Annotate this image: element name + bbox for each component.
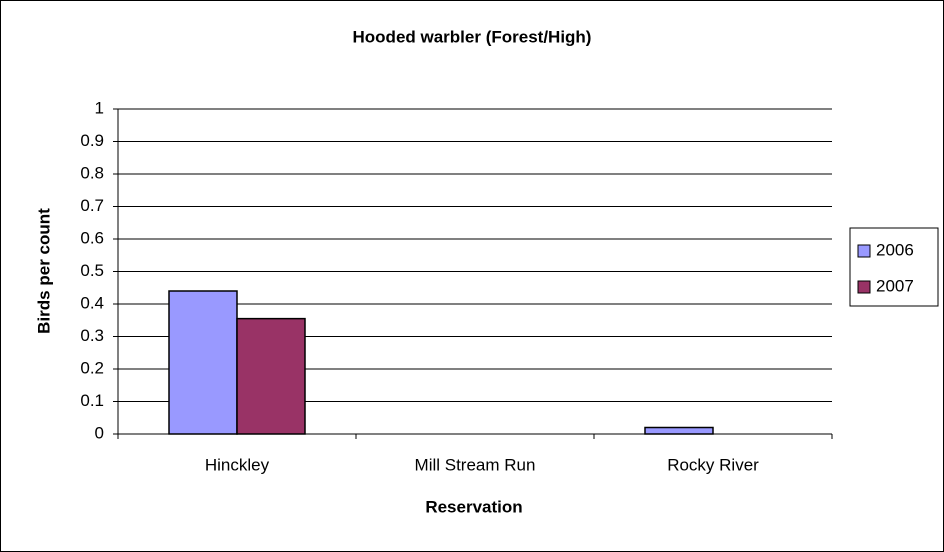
y-tick-label: 0.2: [80, 358, 104, 377]
y-tick-label: 0.9: [80, 131, 104, 150]
x-tick-label: Hinckley: [205, 455, 270, 474]
chart-title: Hooded warbler (Forest/High): [353, 27, 592, 46]
legend-label: 2006: [876, 240, 914, 259]
y-tick-label: 0.1: [80, 391, 104, 410]
x-tick-label: Mill Stream Run: [415, 455, 536, 474]
y-axis-title: Birds per count: [34, 208, 53, 334]
x-axis-title: Reservation: [425, 497, 522, 516]
y-tick-label: 0.4: [80, 293, 104, 312]
x-tick-label: Rocky River: [667, 455, 759, 474]
y-tick-label: 0.8: [80, 163, 104, 182]
y-tick-label: 0: [95, 423, 104, 442]
y-tick-label: 0.7: [80, 196, 104, 215]
legend-swatch: [857, 244, 871, 258]
bar: [168, 290, 238, 435]
y-tick-label: 1: [95, 98, 104, 117]
bar: [644, 426, 714, 435]
bar: [236, 317, 306, 435]
legend-label: 2007: [876, 276, 914, 295]
legend-swatch: [857, 280, 871, 294]
y-tick-label: 0.6: [80, 228, 104, 247]
y-tick-label: 0.5: [80, 261, 104, 280]
y-tick-label: 0.3: [80, 326, 104, 345]
